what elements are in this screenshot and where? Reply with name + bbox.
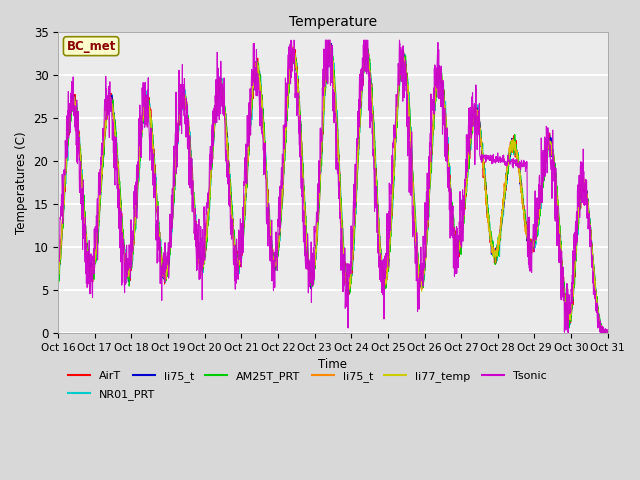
- Text: BC_met: BC_met: [67, 40, 116, 53]
- Title: Temperature: Temperature: [289, 15, 377, 29]
- X-axis label: Time: Time: [319, 359, 348, 372]
- Legend: NR01_PRT: NR01_PRT: [64, 384, 160, 405]
- Y-axis label: Temperatures (C): Temperatures (C): [15, 131, 28, 234]
